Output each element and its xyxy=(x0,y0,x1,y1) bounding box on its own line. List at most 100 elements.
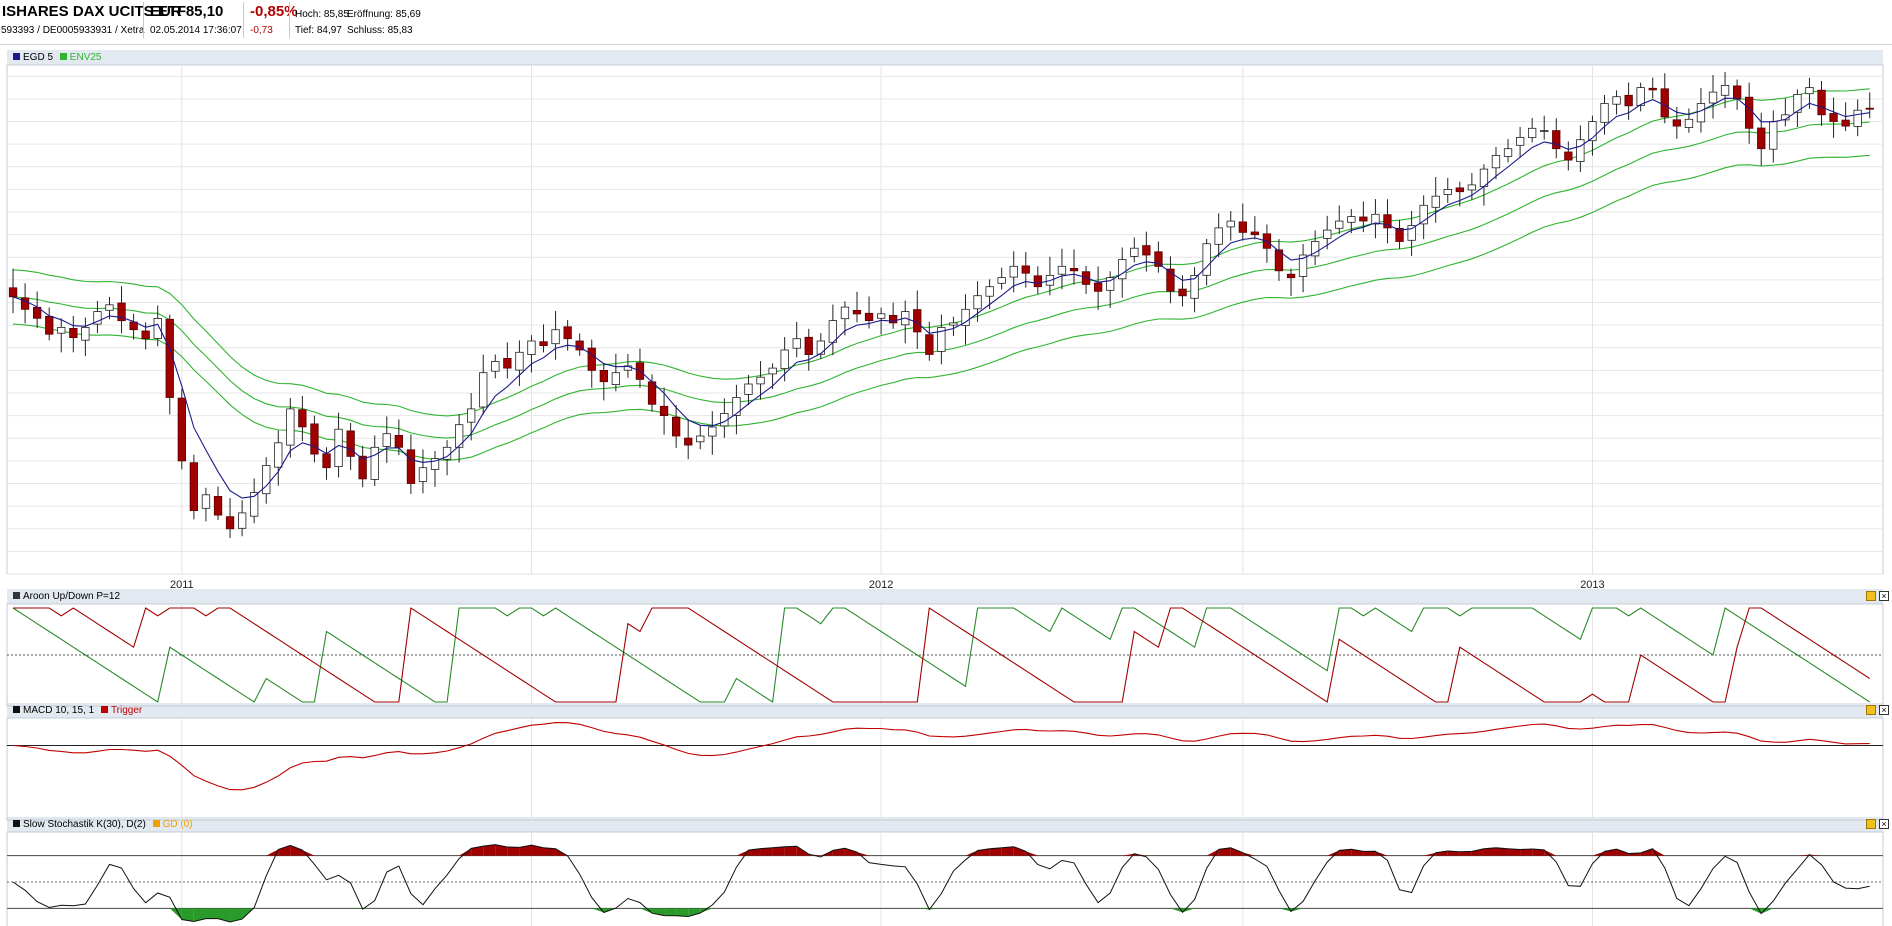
candle-down xyxy=(1829,113,1838,122)
overbought-area xyxy=(1351,849,1364,856)
price-cell: EUR 85,10 02.05.2014 17:36:07 xyxy=(150,0,242,40)
overbought-area xyxy=(989,847,1002,856)
overbought-area xyxy=(531,845,544,856)
overbought-area xyxy=(543,847,556,856)
stoch-close-icon[interactable]: × xyxy=(1879,819,1889,829)
chart-series xyxy=(8,71,1874,923)
open-label: Eröffnung: xyxy=(347,9,393,20)
change-percent: -0,85% xyxy=(250,3,298,20)
macd-options-icon[interactable] xyxy=(1866,705,1876,715)
overbought-area xyxy=(1508,848,1521,856)
candle-up xyxy=(370,446,379,480)
stoch-options-icon[interactable] xyxy=(1866,819,1876,829)
overbought-area xyxy=(1797,854,1810,856)
candle-up xyxy=(744,383,753,395)
candle-down xyxy=(587,347,596,371)
candle-up xyxy=(1491,155,1501,169)
header-divider xyxy=(243,2,244,38)
candle-up xyxy=(1202,243,1211,276)
overbought-area xyxy=(1001,846,1014,856)
candle-up xyxy=(262,464,271,495)
candle-up xyxy=(1612,96,1621,105)
overbought-area xyxy=(278,845,291,856)
candle-down xyxy=(117,302,126,322)
candle-up xyxy=(1130,247,1139,257)
overbought-area xyxy=(1604,849,1617,856)
candle-down xyxy=(503,357,512,369)
overbought-area xyxy=(784,846,797,856)
candle-up xyxy=(1118,259,1127,280)
candle-up xyxy=(1371,213,1380,225)
candle-down xyxy=(406,449,416,484)
candle-down xyxy=(20,297,30,310)
candle-down xyxy=(45,315,54,335)
candle-up xyxy=(1576,139,1585,162)
overbought-area xyxy=(507,847,520,856)
candle-down xyxy=(1033,275,1042,288)
aroon-legend: Aroon Up/Down P=12 xyxy=(13,591,120,603)
candle-up xyxy=(961,308,970,326)
aroon-legend-label: Aroon Up/Down P=12 xyxy=(23,591,121,602)
candle-down xyxy=(1154,251,1163,267)
candle-down xyxy=(539,341,548,347)
candle-up xyxy=(1467,184,1476,191)
candle-up xyxy=(877,313,886,319)
high-row: Hoch: 85,85 xyxy=(295,9,349,20)
candle-up xyxy=(153,317,162,339)
quote-datetime: 02.05.2014 17:36:07 xyxy=(150,25,242,36)
candle-down xyxy=(346,430,355,457)
candle-up xyxy=(780,349,789,370)
header-divider xyxy=(143,2,144,38)
candle-up xyxy=(527,340,536,355)
candle-up xyxy=(937,326,946,352)
overbought-area xyxy=(519,845,532,856)
overbought-area xyxy=(965,850,978,856)
candle-up xyxy=(1769,121,1778,150)
candle-up xyxy=(1431,195,1440,208)
candle-down xyxy=(1359,216,1368,222)
overbought-area xyxy=(266,849,279,856)
candle-down xyxy=(1564,151,1573,161)
x-axis-year-label: 2012 xyxy=(869,579,893,591)
panel-frame xyxy=(6,717,1884,821)
overbought-area xyxy=(1471,848,1484,856)
candle-down xyxy=(563,326,572,340)
oversold-area xyxy=(1749,908,1762,914)
overbought-area xyxy=(772,846,785,856)
aroon-options-icon[interactable] xyxy=(1866,591,1876,601)
candle-down xyxy=(599,369,608,383)
oversold-area xyxy=(1278,908,1292,912)
candle-down xyxy=(804,336,813,355)
candle-up xyxy=(1503,148,1513,157)
macd-legend-label: MACD 10, 15, 1 xyxy=(23,705,95,716)
candle-up xyxy=(1057,265,1067,275)
panel-frame xyxy=(6,64,1884,575)
candle-down xyxy=(1250,231,1259,236)
candle-down xyxy=(189,462,199,512)
candle-up xyxy=(1443,188,1452,195)
close-value: 85,83 xyxy=(387,25,413,36)
oversold-area xyxy=(917,908,930,910)
candle-down xyxy=(1021,265,1030,274)
candle-up xyxy=(1793,94,1802,113)
candle-down xyxy=(1757,127,1766,150)
candle-down xyxy=(659,405,669,416)
candle-down xyxy=(1660,88,1669,118)
oversold-area xyxy=(676,908,689,917)
aroon-close-icon[interactable]: × xyxy=(1879,591,1889,601)
x-axis-year-label: 2011 xyxy=(170,579,194,591)
candle-down xyxy=(225,516,235,530)
candle-up xyxy=(985,286,994,297)
candle-up xyxy=(274,442,283,468)
candle-down xyxy=(575,340,584,351)
candle-up xyxy=(1636,87,1645,106)
overbought-area xyxy=(1495,847,1509,856)
instrument-ids: 593393 / DE0005933931 / Xetra xyxy=(1,25,145,36)
overbought-area xyxy=(1459,851,1472,856)
candle-up xyxy=(430,458,440,470)
candle-down xyxy=(1238,221,1247,233)
macd-close-icon[interactable]: × xyxy=(1879,705,1889,715)
oversold-area xyxy=(688,908,701,917)
candle-up xyxy=(1347,216,1356,223)
trigger-swatch xyxy=(100,706,108,713)
